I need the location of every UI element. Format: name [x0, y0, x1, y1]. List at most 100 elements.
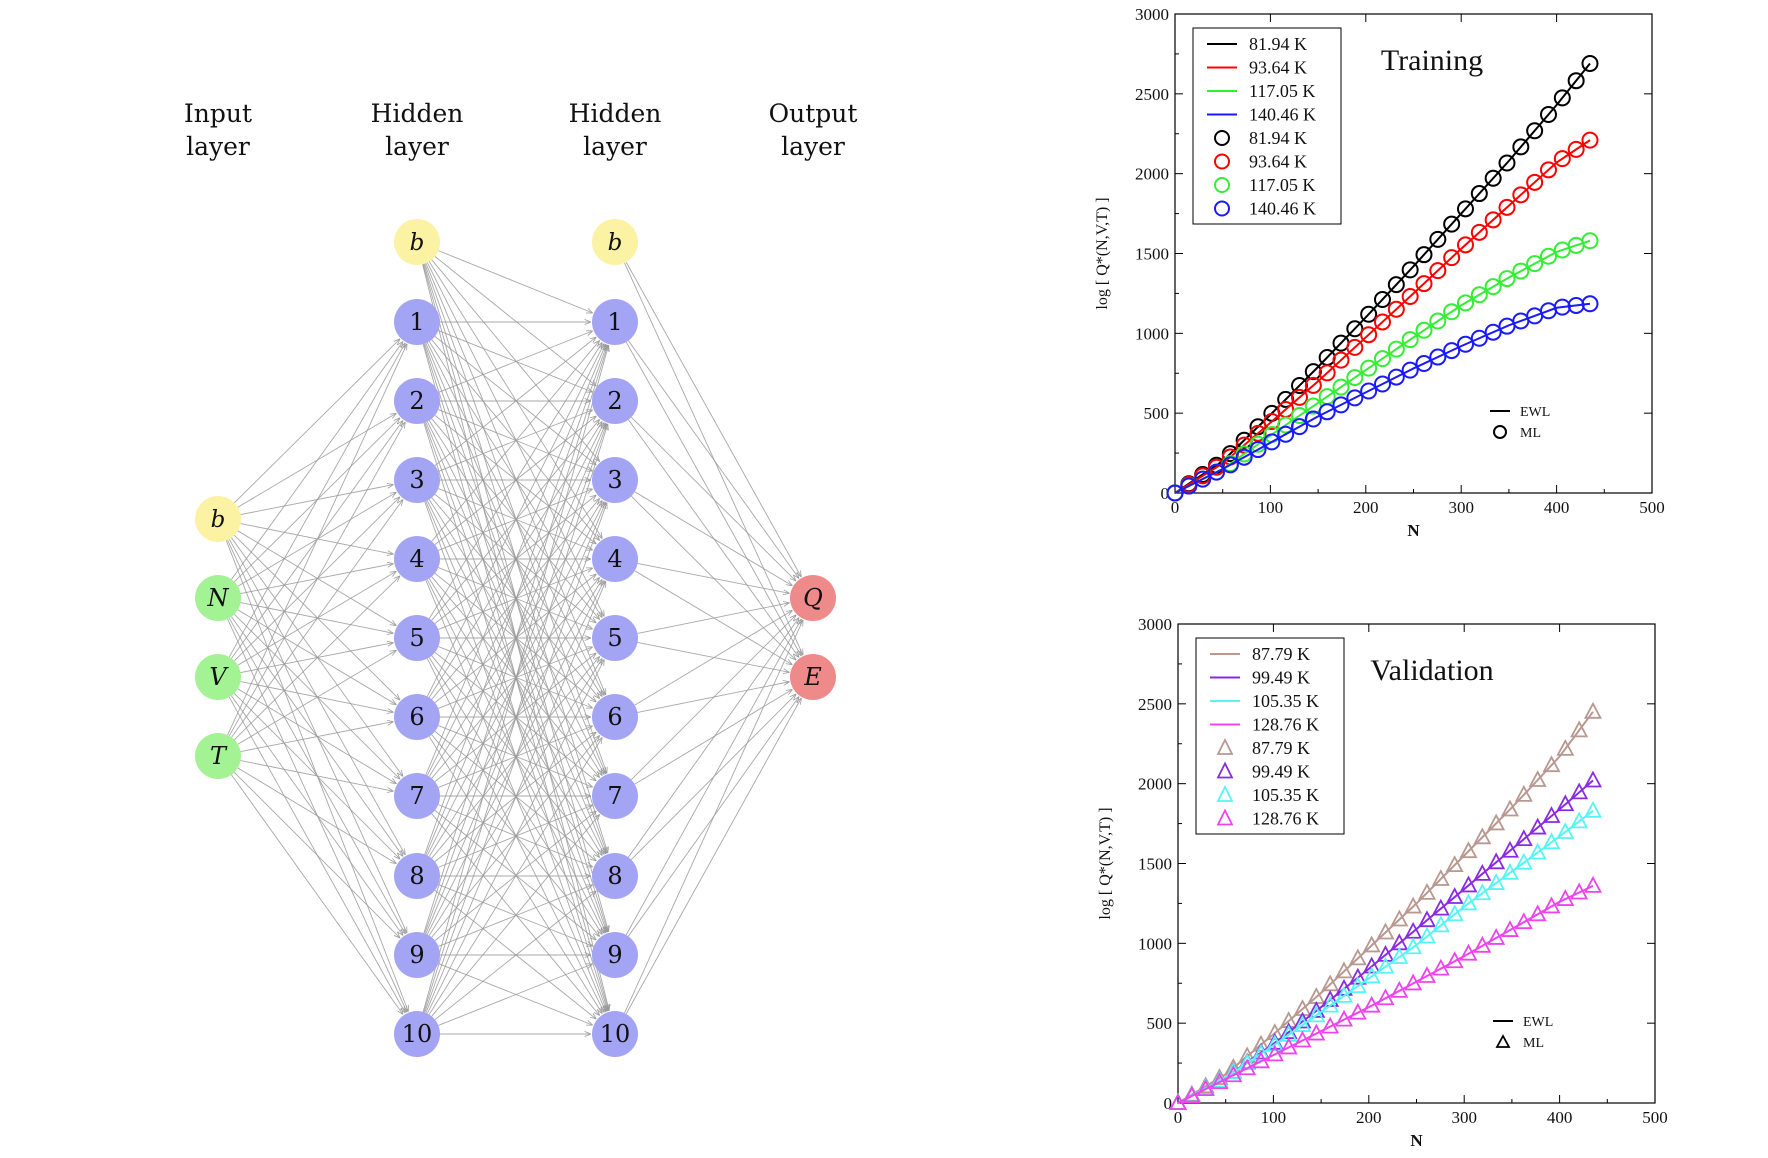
- node-hidden-1-1: 1: [394, 299, 440, 345]
- layer-heading-1-1: layer: [385, 132, 449, 161]
- series-marker: [1459, 841, 1478, 859]
- series-marker: [1473, 935, 1492, 953]
- series-marker: [1431, 958, 1450, 976]
- method-marker-swatch: [1495, 1034, 1511, 1048]
- node-label: 9: [409, 941, 424, 969]
- series-group: [1166, 54, 1599, 502]
- series-marker: [1221, 456, 1239, 474]
- y-tick-label: 1000: [1135, 324, 1169, 343]
- connection-edge: [233, 771, 400, 938]
- connection-edge: [228, 422, 405, 737]
- series-marker: [1390, 947, 1409, 964]
- series-marker: [1387, 368, 1405, 386]
- node-label: 5: [409, 624, 424, 652]
- legend-label: 81.94 K: [1249, 34, 1307, 54]
- series-marker: [1362, 956, 1381, 974]
- x-tick-label: 100: [1261, 1108, 1287, 1127]
- series-marker: [1401, 261, 1419, 279]
- connection-edge: [625, 619, 801, 936]
- series-marker: [1346, 338, 1364, 356]
- series-marker: [1166, 484, 1184, 502]
- series-marker: [1470, 185, 1488, 203]
- series-marker: [1210, 1072, 1229, 1090]
- legend-label: 128.76 K: [1252, 715, 1319, 735]
- series-marker: [1348, 976, 1367, 994]
- series-marker: [1417, 910, 1436, 928]
- node-hidden-2-6: 6: [592, 694, 638, 740]
- series-marker: [1417, 926, 1436, 944]
- series-marker: [1346, 389, 1364, 407]
- series-marker: [1583, 701, 1602, 719]
- connection-edge: [424, 345, 607, 855]
- legend-marker-swatch: [1216, 808, 1234, 826]
- legend-marker-swatch: [1214, 130, 1230, 146]
- series-marker: [1500, 920, 1519, 937]
- y-tick-label: 1500: [1138, 855, 1172, 874]
- legend-label: 117.05 K: [1249, 175, 1315, 195]
- node-output-3-0: Q: [790, 575, 836, 621]
- layer-heading-2-1: layer: [583, 132, 647, 161]
- series-marker: [1542, 755, 1561, 773]
- connection-edge: [634, 610, 793, 706]
- series-marker: [1401, 287, 1419, 305]
- node-label: 5: [607, 624, 622, 652]
- node-hidden-1-9: 9: [394, 932, 440, 978]
- connection-edge: [425, 581, 607, 1013]
- y-tick-label: 500: [1147, 1014, 1173, 1033]
- node-circle: [790, 575, 836, 621]
- series-marker: [1487, 928, 1506, 945]
- series-marker: [1500, 862, 1519, 880]
- connection-edge: [434, 810, 596, 940]
- connection-edge: [428, 737, 602, 1015]
- series-marker: [1528, 817, 1547, 835]
- node-label: T: [210, 742, 228, 770]
- node-circle: [790, 654, 836, 700]
- node-hidden-2-7: 7: [592, 773, 638, 819]
- series-marker: [1500, 799, 1519, 817]
- series-marker: [1307, 1023, 1326, 1041]
- network-nodes: b N V Tb 1 2 3 4 5 6 7 8 9 10 b 1 2 3 4 5 6 7 8 9 10 Q E: [195, 219, 836, 1057]
- legend-label: 99.49 K: [1252, 762, 1310, 782]
- series-group: [1168, 701, 1602, 1110]
- method-legend: EWL ML: [1493, 1015, 1553, 1051]
- node-circle: [592, 773, 638, 819]
- node-label: 2: [409, 387, 424, 415]
- connection-edge: [227, 344, 407, 736]
- y-tick-label: 2000: [1135, 165, 1169, 184]
- y-tick-label: 1500: [1135, 245, 1169, 264]
- connection-edge: [625, 261, 801, 577]
- series-marker: [1581, 295, 1599, 313]
- series-marker: [1556, 822, 1575, 839]
- legend-label: 99.49 K: [1252, 668, 1310, 688]
- series-marker: [1498, 198, 1516, 216]
- series-marker: [1168, 1093, 1188, 1110]
- method-legend-label: ML: [1520, 426, 1541, 441]
- series-marker: [1581, 232, 1599, 250]
- series-marker: [1390, 909, 1409, 927]
- series-marker: [1307, 1005, 1326, 1023]
- training-chart: 0 100 200 300 400 500 0 500 1000 1500 2000 2500 3000…: [1094, 5, 1665, 540]
- connection-edge: [637, 563, 790, 593]
- connection-edge: [231, 499, 403, 738]
- series-marker: [1487, 873, 1506, 890]
- legend-label: 117.05 K: [1249, 81, 1315, 101]
- node-circle: [394, 457, 440, 503]
- legend-marker-swatch: [1214, 200, 1230, 217]
- node-bias-1-0: b: [394, 219, 440, 265]
- x-tick-label: 200: [1356, 1108, 1382, 1127]
- series-marker: [1279, 1037, 1298, 1055]
- series-marker: [1512, 138, 1530, 156]
- connection-edge: [431, 814, 600, 1017]
- legend-marker-swatch: [1216, 737, 1234, 755]
- x-tick-label: 400: [1544, 498, 1570, 517]
- series-marker: [1404, 973, 1423, 991]
- series-marker: [1542, 806, 1561, 823]
- legend-label: 93.64 K: [1249, 58, 1307, 78]
- series-marker: [1304, 376, 1322, 394]
- series-marker: [1484, 278, 1502, 296]
- series-marker: [1415, 355, 1433, 373]
- y-tick-label: 0: [1161, 484, 1170, 503]
- series-marker: [1180, 477, 1198, 495]
- node-label: 9: [607, 941, 622, 969]
